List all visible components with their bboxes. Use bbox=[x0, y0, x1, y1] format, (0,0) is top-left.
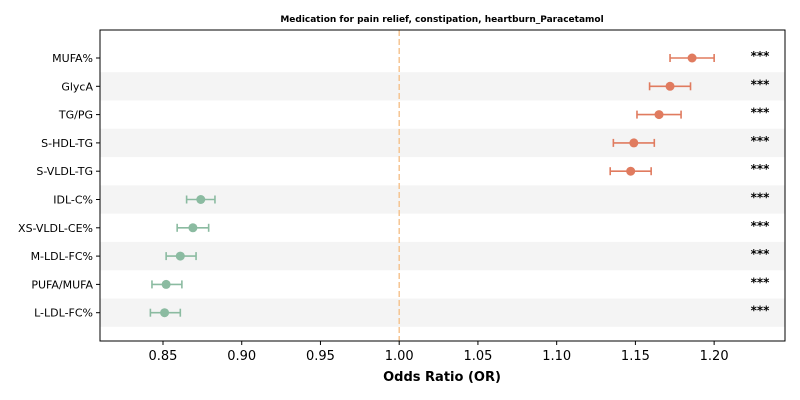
significance-marker: *** bbox=[751, 304, 771, 318]
y-tick-label: S-VLDL-TG bbox=[36, 165, 93, 178]
x-tick-label: 0.85 bbox=[149, 349, 178, 364]
point-estimate bbox=[161, 279, 171, 289]
row-band bbox=[100, 298, 785, 327]
x-tick-label: 0.95 bbox=[306, 349, 335, 364]
significance-marker: *** bbox=[751, 106, 771, 120]
significance-marker: *** bbox=[751, 77, 771, 91]
significance-marker: *** bbox=[751, 191, 771, 205]
significance-labels: *** *** *** *** *** *** *** *** *** *** bbox=[751, 49, 771, 318]
point-estimate bbox=[665, 81, 675, 91]
y-tick-label: L-LDL-FC% bbox=[34, 307, 93, 320]
x-axis: 0.85 0.90 0.95 1.00 1.05 1.10 1.15 1.20 bbox=[149, 341, 729, 364]
point-estimate bbox=[175, 251, 185, 261]
x-tick-label: 0.90 bbox=[227, 349, 256, 364]
x-tick-label: 1.10 bbox=[542, 349, 571, 364]
point-estimate bbox=[160, 308, 170, 318]
significance-marker: *** bbox=[751, 219, 771, 233]
y-axis: MUFA% GlycA TG/PG S-HDL-TG S-VLDL-TG IDL-C% XS… bbox=[18, 52, 100, 320]
point-estimate bbox=[188, 223, 198, 233]
y-tick-label: MUFA% bbox=[52, 52, 93, 65]
row-band bbox=[100, 128, 785, 158]
row-band bbox=[100, 241, 785, 271]
significance-marker: *** bbox=[751, 134, 771, 148]
significance-marker: *** bbox=[751, 247, 771, 261]
point-estimate bbox=[687, 53, 697, 63]
chart-title: Medication for pain relief, constipation… bbox=[280, 15, 603, 25]
significance-marker: *** bbox=[751, 49, 771, 63]
x-axis-label: Odds Ratio (OR) bbox=[383, 370, 501, 385]
plot-frame bbox=[99, 29, 786, 342]
y-tick-label: GlycA bbox=[61, 80, 93, 93]
y-tick-label: IDL-C% bbox=[53, 194, 93, 207]
y-tick-label: S-HDL-TG bbox=[41, 137, 93, 150]
y-tick-label: PUFA/MUFA bbox=[31, 278, 93, 291]
point-estimate bbox=[626, 166, 636, 176]
x-tick-label: 1.15 bbox=[621, 349, 650, 364]
significance-marker: *** bbox=[751, 275, 771, 289]
significance-marker: *** bbox=[751, 162, 771, 176]
data-points bbox=[149, 53, 715, 318]
axes-frame bbox=[99, 29, 786, 342]
point-estimate bbox=[196, 195, 206, 204]
y-tick-label: M-LDL-FC% bbox=[31, 250, 93, 263]
x-tick-label: 1.00 bbox=[385, 349, 414, 364]
row-bands bbox=[100, 72, 785, 327]
point-estimate bbox=[629, 138, 639, 148]
point-estimate bbox=[654, 110, 664, 120]
x-tick-label: 1.20 bbox=[700, 349, 729, 364]
y-tick-label: XS-VLDL-CE% bbox=[18, 222, 93, 235]
y-tick-label: TG/PG bbox=[58, 109, 93, 122]
x-tick-label: 1.05 bbox=[463, 349, 492, 364]
